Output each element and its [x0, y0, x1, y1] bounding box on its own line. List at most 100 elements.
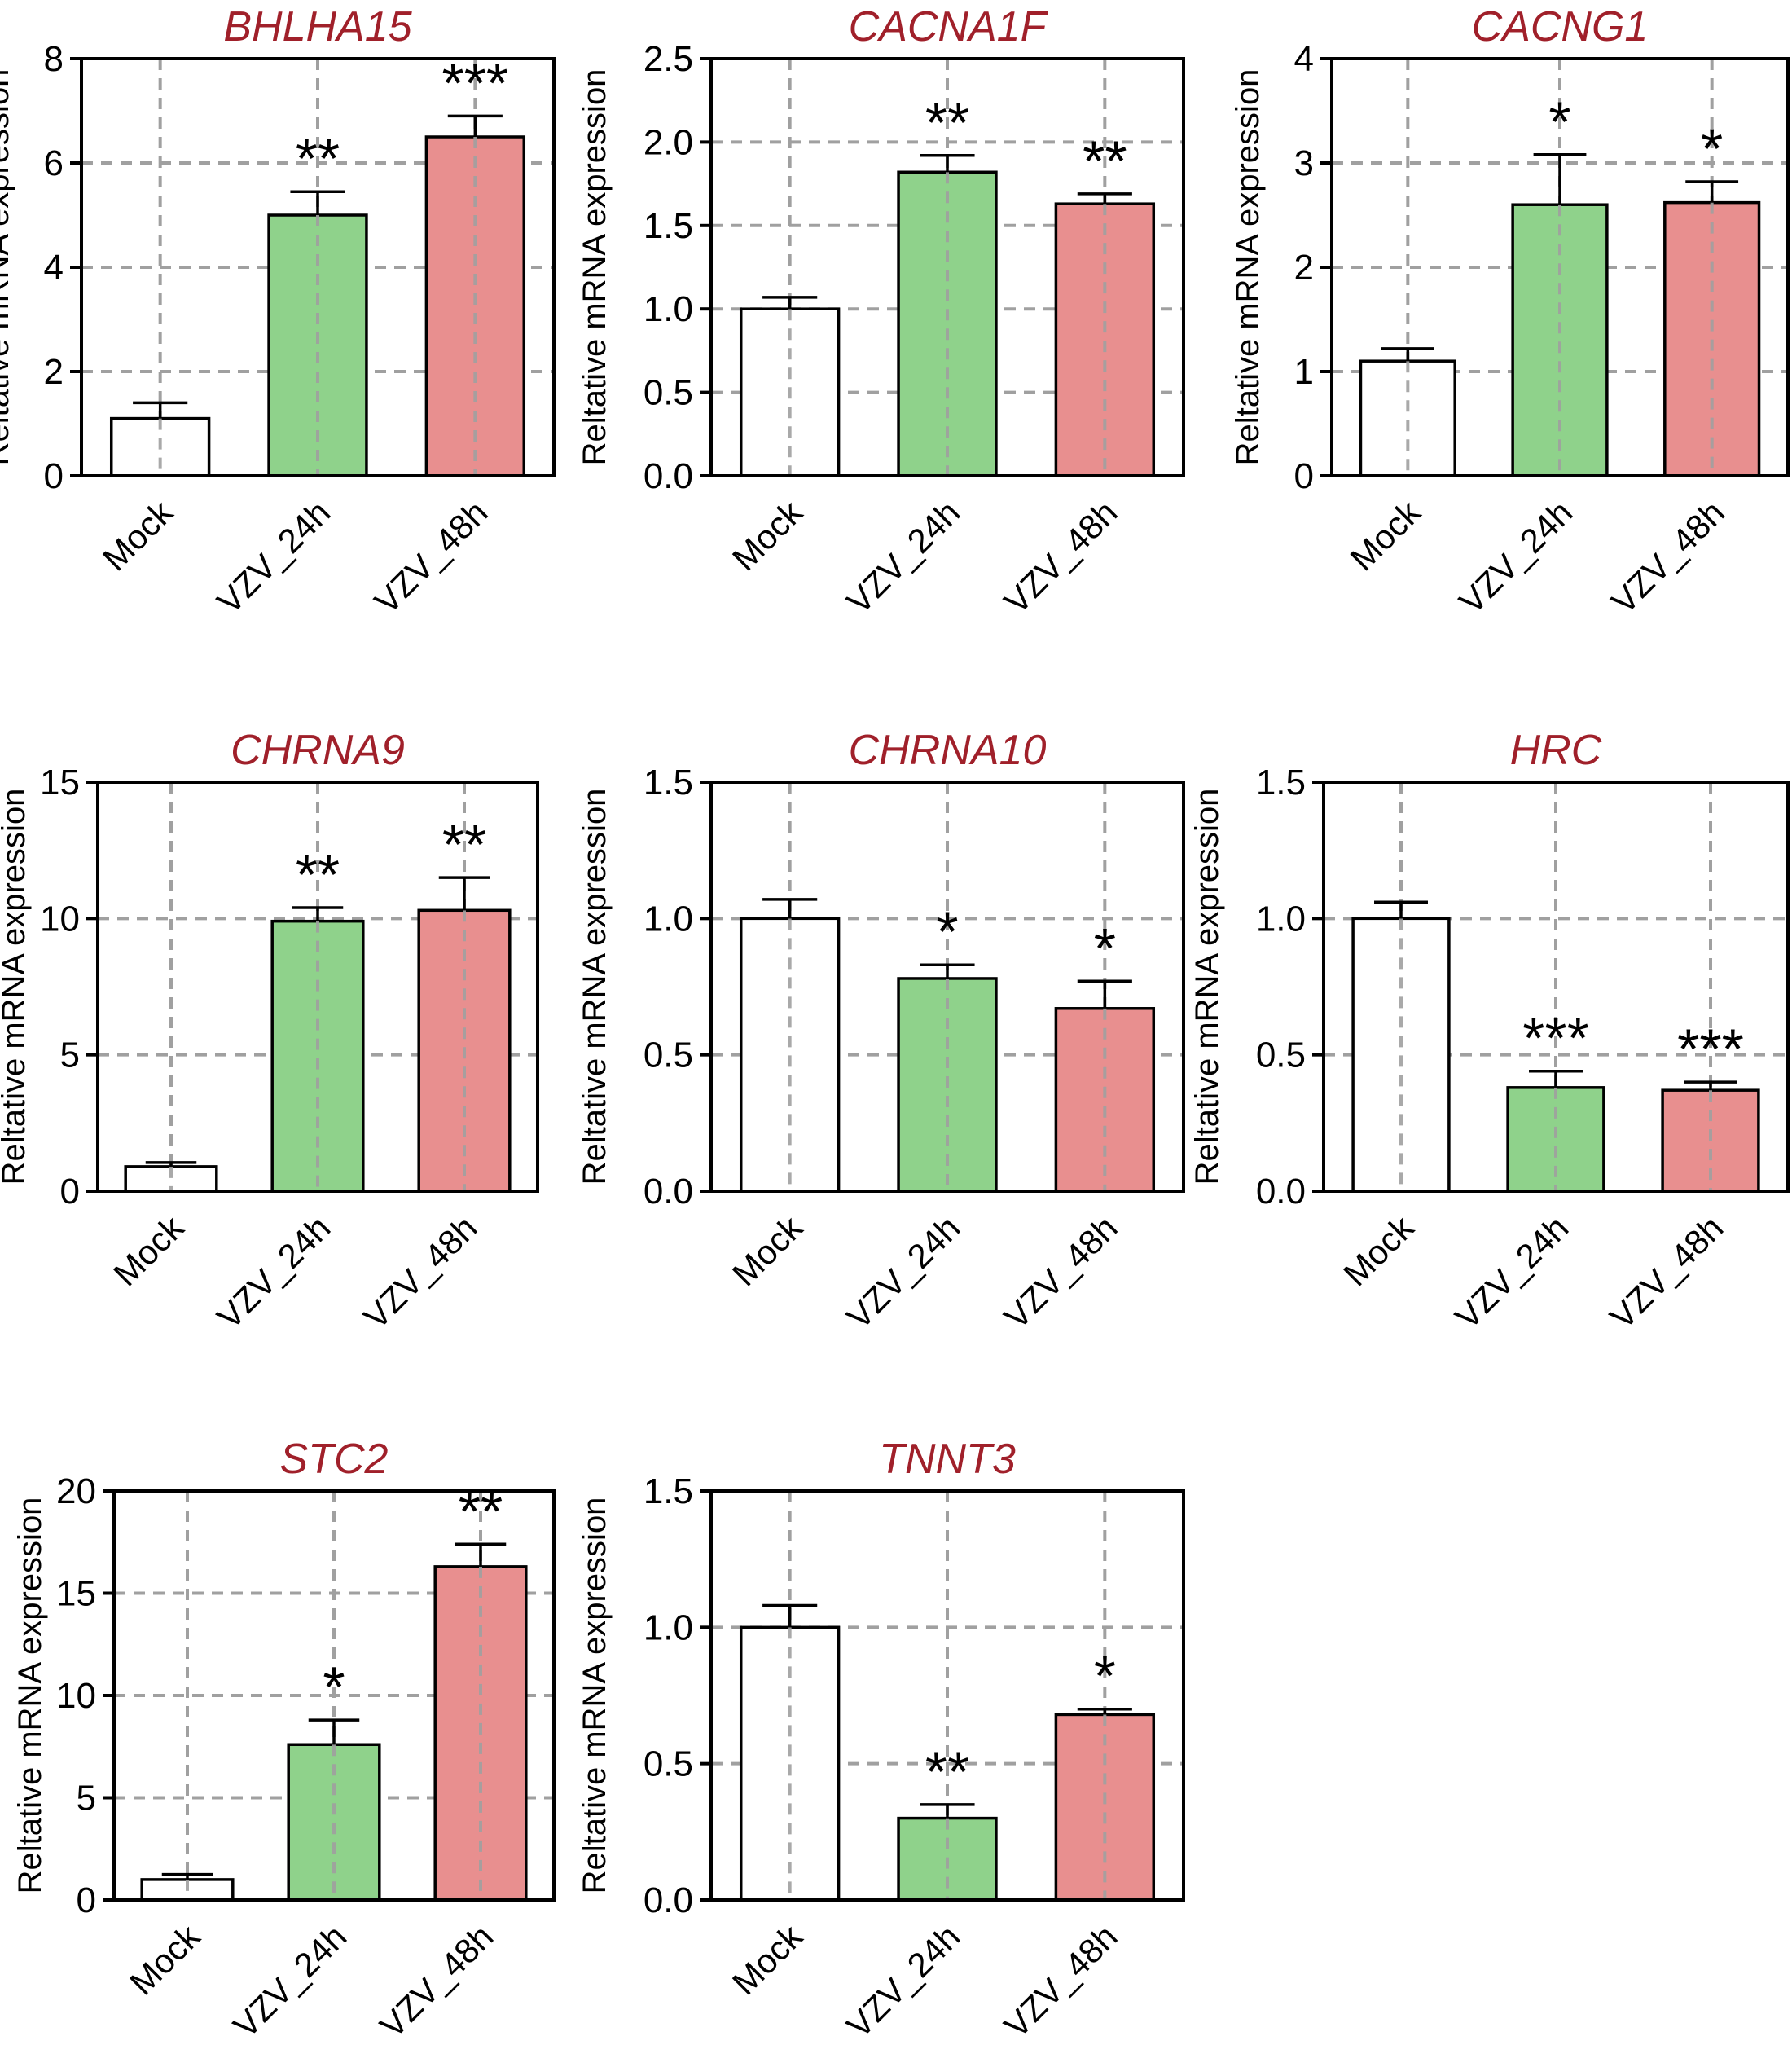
x-category-label: Mock [725, 1916, 810, 2002]
y-tick-label: 0.5 [643, 373, 693, 413]
y-tick-label: 0.0 [643, 1880, 693, 1920]
significance-label: * [1094, 917, 1116, 980]
y-tick-label: 5 [60, 1036, 80, 1075]
x-category-label: VZV_48h [356, 1208, 484, 1336]
x-category-label: Mock [725, 1207, 810, 1293]
significance-label: ** [296, 842, 340, 906]
x-category-label: Mock [122, 1916, 208, 2002]
x-category-label: VZV_48h [997, 1917, 1125, 2045]
y-tick-label: 1.0 [643, 899, 693, 939]
x-category-label: VZV_24h [839, 1917, 967, 2045]
y-tick-label: 4 [44, 248, 64, 288]
y-axis-label: Reltative mRNA expression [1230, 69, 1266, 466]
significance-label: * [1701, 117, 1723, 181]
significance-label: ** [442, 813, 486, 877]
y-tick-label: 1.5 [643, 206, 693, 246]
y-tick-label: 8 [44, 39, 64, 79]
significance-label: * [323, 1656, 345, 1719]
plot-frame [1322, 781, 1790, 1193]
y-tick-label: 10 [56, 1676, 96, 1716]
significance-label: *** [441, 51, 508, 115]
significance-label: ** [925, 90, 969, 154]
x-category-label: Mock [725, 492, 810, 578]
x-category-label: VZV_48h [367, 493, 495, 621]
chart-panel-cacna1f: CACNA1F ** ** 0.0 0.5 1.0 1.5 2.0 2.5 Reltative m… [577, 3, 1185, 621]
y-tick-label: 4 [1294, 39, 1314, 79]
x-category-label: VZV_48h [997, 1208, 1125, 1336]
y-tick-label: 10 [40, 899, 80, 939]
significance-label: * [936, 900, 958, 964]
chart-title: CACNA1F [849, 3, 1049, 51]
y-tick-label: 1 [1294, 352, 1314, 392]
chart-title: STC2 [280, 1436, 389, 1483]
chart-panel-hrc: HRC *** *** 0.0 0.5 1.0 1.5 Reltative mRNA expr… [1189, 727, 1790, 1336]
y-axis-label: Reltative mRNA expression [0, 789, 32, 1185]
plot-frame [709, 781, 1185, 1193]
y-tick-label: 20 [56, 1471, 96, 1511]
x-category-label: VZV_48h [997, 493, 1125, 621]
x-category-label: Mock [1336, 1207, 1421, 1293]
y-tick-label: 15 [56, 1574, 96, 1614]
significance-label: * [1548, 90, 1570, 153]
y-tick-label: 0 [77, 1880, 96, 1920]
y-tick-label: 1.0 [643, 289, 693, 329]
x-category-label: VZV_48h [1602, 1208, 1730, 1336]
y-tick-label: 2 [44, 352, 64, 392]
x-category-label: VZV_48h [1604, 493, 1732, 621]
x-category-label: VZV_24h [839, 1208, 967, 1336]
y-axis-label: Reltative mRNA expression [577, 69, 613, 466]
y-tick-label: 1.0 [1256, 899, 1306, 939]
y-axis-label: Reltative mRNA expression [12, 1497, 48, 1894]
plot-frame [96, 781, 539, 1193]
bar-vzv-24h [287, 1743, 381, 1902]
y-tick-label: 0 [1294, 456, 1314, 496]
y-tick-label: 2.0 [643, 122, 693, 162]
y-tick-label: 0.5 [643, 1744, 693, 1784]
y-tick-label: 0 [44, 456, 64, 496]
bar-vzv-24h [897, 170, 998, 477]
significance-label: *** [1677, 1018, 1744, 1081]
chart-title: CACNG1 [1472, 3, 1649, 51]
y-tick-label: 15 [40, 763, 80, 803]
y-tick-label: 0.5 [1256, 1036, 1306, 1075]
x-category-label: VZV_24h [839, 493, 967, 621]
y-axis-label: Reltative mRNA expression [577, 789, 613, 1185]
y-tick-label: 2.5 [643, 39, 693, 79]
y-tick-label: 6 [44, 143, 64, 183]
significance-label: ** [296, 127, 340, 191]
chart-panel-cacng1: CACNG1 * * 0 1 2 3 4 Reltative mRNA expression Mo… [1230, 3, 1790, 621]
y-tick-label: 0 [60, 1172, 80, 1212]
x-category-label: VZV_24h [209, 1208, 337, 1336]
x-category-label: VZV_24h [226, 1917, 354, 2045]
y-tick-label: 2 [1294, 248, 1314, 288]
y-tick-label: 1.5 [643, 1471, 693, 1511]
y-tick-label: 5 [77, 1779, 96, 1819]
y-tick-label: 1.5 [643, 763, 693, 803]
x-category-label: VZV_48h [372, 1917, 500, 2045]
y-tick-label: 0.0 [643, 1172, 693, 1212]
plot-frame [709, 57, 1185, 477]
plot-frame [709, 1489, 1185, 1902]
y-tick-label: 0.0 [1256, 1172, 1306, 1212]
significance-label: * [1094, 1644, 1116, 1708]
chart-title: HRC [1510, 727, 1602, 774]
chart-panel-chrna10: CHRNA10 * * 0.0 0.5 1.0 1.5 Reltative mRNA expr… [577, 727, 1185, 1336]
x-category-label: Mock [106, 1207, 191, 1293]
y-tick-label: 3 [1294, 143, 1314, 183]
x-category-label: VZV_24h [1447, 1208, 1575, 1336]
y-axis-label: Reltative mRNA expression [1189, 789, 1225, 1185]
chart-title: CHRNA9 [231, 727, 405, 774]
y-tick-label: 0.5 [643, 1036, 693, 1075]
y-tick-label: 1.5 [1256, 763, 1306, 803]
chart-title: BHLHA15 [223, 3, 412, 51]
bar-mock [1359, 359, 1456, 477]
significance-label: ** [1083, 129, 1127, 192]
y-axis-label: Reltative mRNA expression [0, 69, 15, 466]
bar-vzv-48h [424, 135, 526, 477]
chart-title: TNNT3 [879, 1436, 1016, 1483]
